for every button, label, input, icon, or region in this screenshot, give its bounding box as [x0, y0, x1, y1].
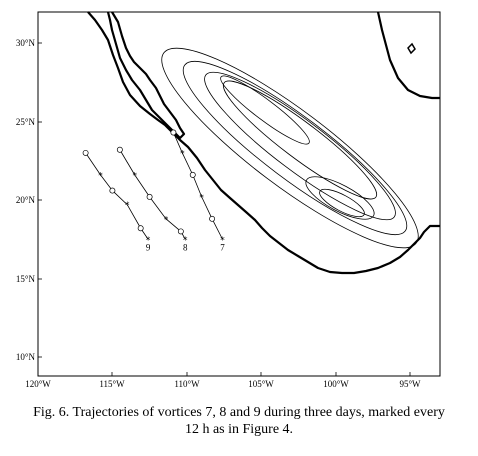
island: [407, 42, 416, 55]
trajectory-marker-star: *: [98, 171, 103, 181]
trajectory-marker-star: *: [164, 215, 169, 225]
x-tick-label: 110°W: [174, 379, 200, 389]
trajectory-marker-circle: [109, 187, 116, 194]
figure-caption: Fig. 6. Trajectories of vortices 7, 8 an…: [0, 404, 478, 438]
contour-2: [182, 60, 408, 236]
trajectory-marker-star: *: [199, 193, 204, 203]
trajectories: ***7***8***9: [82, 129, 225, 252]
y-tick-label: 25°N: [16, 117, 36, 127]
trajectory-marker-circle: [209, 215, 216, 222]
trajectory-marker-circle: [189, 171, 196, 178]
y-tick-label: 30°N: [16, 38, 36, 48]
x-tick-label: 105°W: [248, 379, 274, 389]
coastline: [87, 11, 440, 275]
y-tick-label: 10°N: [16, 352, 36, 362]
x-tick-label: 115°W: [99, 379, 125, 389]
trajectory-marker-circle: [82, 149, 89, 156]
trajectory-label-8: 8: [183, 242, 188, 252]
x-axis: 120°W 115°W 110°W 105°W 100°W 95°W: [25, 372, 421, 389]
trajectory-marker-circle: [137, 225, 144, 232]
y-axis: 30°N 25°N 20°N 15°N 10°N: [16, 38, 42, 362]
trajectory-label-7: 7: [220, 242, 225, 252]
contour-3: [204, 71, 396, 221]
caption-line-2: 12 h as in Figure 4.: [184, 422, 294, 437]
x-tick-label: 95°W: [399, 379, 421, 389]
trajectory-marker-star: *: [146, 236, 151, 246]
trajectory-marker-star: *: [220, 236, 225, 246]
contour-lines: [161, 47, 419, 249]
trajectory-label-9: 9: [146, 242, 151, 252]
trajectory-marker-star: *: [132, 171, 137, 181]
trajectory-marker-circle: [146, 193, 153, 200]
y-tick-label: 20°N: [16, 195, 36, 205]
trajectory-marker-star: *: [180, 149, 185, 159]
contour-6: [305, 176, 375, 220]
trajectory-marker-star: *: [125, 201, 130, 211]
map-frame: [37, 11, 441, 377]
x-tick-label: 100°W: [323, 379, 349, 389]
y-tick-label: 15°N: [16, 274, 36, 284]
contour-1: [161, 47, 419, 249]
coastline-gulf: [376, 11, 440, 100]
trajectory-map-figure: 120°W 115°W 110°W 105°W 100°W 95°W 30°N …: [16, 11, 441, 389]
trajectory-marker-star: *: [183, 236, 188, 246]
contour-7: [319, 188, 365, 218]
trajectory-line-8: [119, 149, 186, 240]
trajectory-marker-circle: [170, 129, 177, 136]
trajectory-marker-circle: [116, 146, 123, 153]
contour-4: [222, 80, 378, 200]
baja-peninsula: [106, 11, 186, 140]
contour-5: [220, 75, 310, 145]
x-tick-label: 120°W: [25, 379, 51, 389]
caption-line-1: Fig. 6. Trajectories of vortices 7, 8 an…: [33, 405, 445, 420]
trajectory-line-7: [173, 132, 223, 240]
trajectory-marker-circle: [177, 228, 184, 235]
